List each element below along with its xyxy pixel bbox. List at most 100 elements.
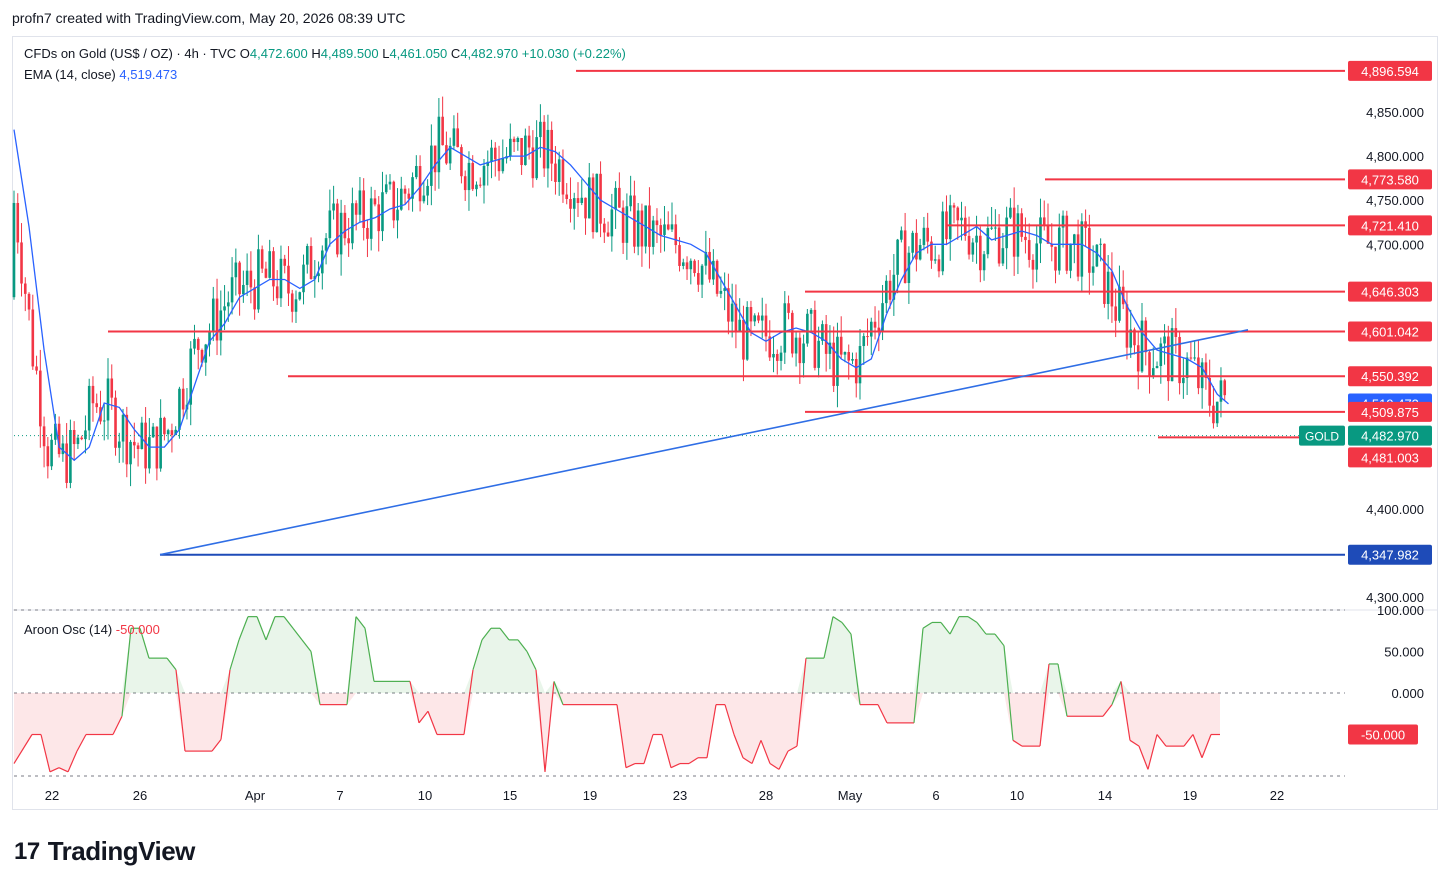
candle-body [975,235,978,243]
ema-legend: EMA (14, close) 4,519.473 [24,67,177,82]
candle-body [723,288,726,291]
candle-body [734,303,738,333]
candle-body [580,197,584,204]
candle-body [242,284,245,295]
candle-body [881,303,884,331]
candle-body [174,429,177,436]
candle-body [911,232,914,253]
candle-body [1009,207,1012,218]
aroon-value-text: -50.000 [1361,728,1405,743]
price-label-text: 4,550.392 [1361,369,1419,384]
price-label-badge [1348,401,1432,422]
aroon-line-segment [517,639,528,652]
candle-body [802,343,805,364]
trendline[interactable] [159,329,1249,556]
candle-body [396,209,399,221]
candle-body [595,173,599,233]
candle-body [181,388,185,410]
candle-body [715,260,719,294]
high-label: H [311,46,321,61]
candle-body [1151,368,1155,376]
x-tick-label: 28 [759,788,773,803]
candle-body [426,185,429,196]
aroon-line-segment [661,734,672,768]
candle-body [245,270,249,285]
candle-body [1167,336,1170,382]
aroon-line-segment [292,627,303,641]
aroon-label: Aroon Osc (14) [24,622,113,637]
x-tick-label: 23 [673,788,687,803]
candle-body [347,238,350,244]
aroon-line-segment [1003,645,1014,741]
candle-body [433,145,437,173]
aroon-line-segment [121,628,132,717]
aroon-line-segment [112,715,123,735]
aroon-line-segment [832,616,843,623]
aroon-line-segment [643,734,654,764]
candle-body [843,352,847,355]
aroon-line-segment [409,681,420,724]
aroon-line-segment [76,734,87,752]
candle-body [979,235,982,271]
candle-body [730,303,734,322]
candle-body [1065,215,1069,271]
candle-body [445,145,448,164]
candle-body [847,352,851,361]
candle-body [877,327,881,331]
candle-body [354,203,358,215]
x-tick-label: 10 [1010,788,1024,803]
candle-body [674,224,678,246]
candle-body [693,260,696,274]
x-tick-label: 22 [1270,788,1284,803]
candle-body [140,422,144,449]
candle-body [610,209,614,237]
candle-body [332,203,335,211]
aroon-line-segment [913,628,924,723]
candle-body [16,202,20,243]
candle-body [148,437,151,469]
candle-body [760,315,764,321]
candle-body [813,309,817,368]
candle-body [888,280,892,300]
candle-body [960,217,963,221]
candle-body [20,242,23,284]
open-label: O [239,46,250,61]
aroon-line-segment [238,616,249,641]
candle-body [211,298,215,332]
candle-body [933,259,937,261]
candle-body [509,138,512,157]
aroon-line-segment [364,628,375,682]
candle-body [294,299,298,312]
candle-body [87,385,91,431]
candle-body [539,121,542,138]
candle-body [257,249,260,310]
price-label-text: 4,773.580 [1361,172,1419,187]
y-tick-label: 4,400.000 [1366,502,1424,517]
candle-body [561,159,565,195]
x-tick-label: Apr [245,788,266,803]
y-tick-label: 4,850.000 [1366,105,1424,120]
candle-body [700,265,704,285]
candle-body [963,217,967,236]
candle-body [313,276,317,279]
y-tick-label: 4,800.000 [1366,149,1424,164]
aroon-line-segment [742,757,753,765]
aroon-line-segment [688,757,699,765]
candle-body [1114,306,1117,321]
aroon-line-segment [418,710,429,724]
candle-body [907,252,911,284]
candle-body [403,188,407,194]
candle-body [1125,304,1129,348]
candle-body [475,184,478,190]
candle-body [234,262,238,278]
candle-body [12,202,16,298]
candle-body [388,181,392,185]
candle-body [606,232,610,237]
candle-body [482,165,486,186]
price-label-text: 4,721.410 [1361,218,1419,233]
candle-body [1076,234,1080,277]
aroon-line-segment [499,627,510,641]
candle-body [159,417,162,469]
candle-body [990,227,993,229]
